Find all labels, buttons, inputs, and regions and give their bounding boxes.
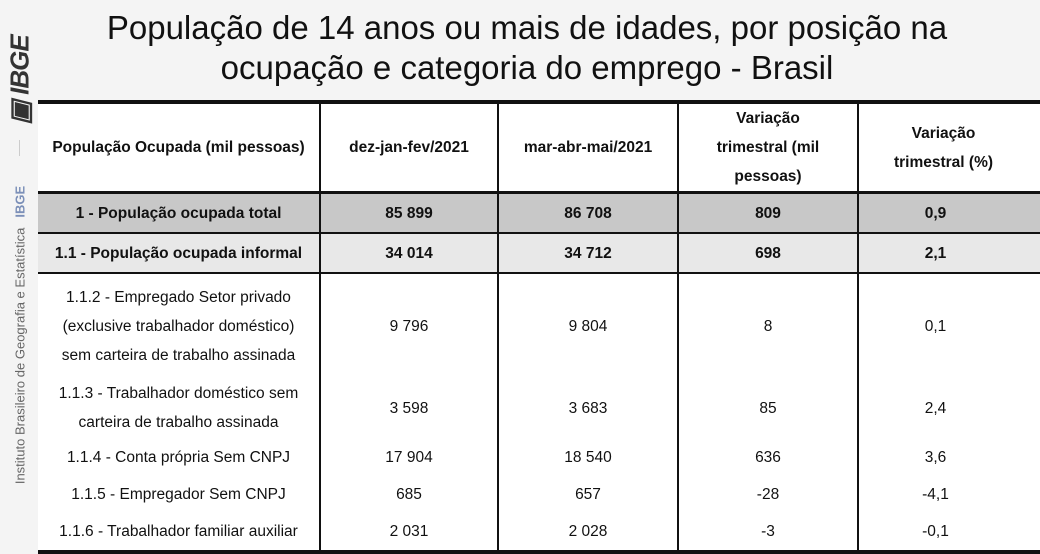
row-label: 1.1.5 - Empregador Sem CNPJ [71, 485, 286, 503]
cell-value: 3 598 [319, 378, 498, 438]
page-title: População de 14 anos ou mais de idades, … [42, 8, 1012, 88]
col-header: Variação trimestral (%) [857, 100, 1040, 194]
cell-value: 34 014 [319, 233, 498, 274]
table-row: 1.1.3 - Trabalhador doméstico sem cartei… [38, 378, 1040, 438]
cell-value: 636 [677, 438, 858, 476]
table-row: 1 - População ocupada total 85 899 86 708 8… [38, 192, 1040, 234]
cell-value: 809 [677, 192, 858, 234]
sidebar-branding: ▣ IBGE Instituto Brasileiro de Geografia… [0, 0, 40, 543]
cell-value: 8 [677, 273, 858, 378]
cell-value: 685 [319, 476, 498, 512]
cell-value: -4,1 [857, 476, 1040, 512]
cell-value: 85 899 [319, 192, 498, 234]
title-line-1: População de 14 anos ou mais de idades, … [106, 9, 948, 46]
cell-value: 3,6 [857, 438, 1040, 476]
table-row: 1.1.5 - Empregador Sem CNPJ 685 657 -28 -4,1 [38, 476, 1040, 512]
cell-value: 9 804 [497, 273, 678, 378]
title-line-2: ocupação e categoria do emprego - Brasil [220, 49, 834, 86]
institute-short: IBGE [12, 185, 28, 218]
col-header: População Ocupada (mil pessoas) [38, 100, 320, 194]
col-header: dez-jan-fev/2021 [319, 100, 498, 194]
cell-value: 0,9 [857, 192, 1040, 234]
cell-value: -0,1 [857, 512, 1040, 554]
cell-value: 2 028 [497, 512, 678, 554]
cell-value: -28 [677, 476, 858, 512]
table-row: 1.1 - População ocupada informal 34 014 34… [38, 233, 1040, 274]
cell-value: 2 031 [319, 512, 498, 554]
cell-value: 9 796 [319, 273, 498, 378]
ibge-logo: ▣ IBGE [4, 35, 35, 125]
cell-value: 698 [677, 233, 858, 274]
row-label: 1 - População ocupada total [38, 192, 320, 234]
row-label: 1.1.4 - Conta própria Sem CNPJ [66, 448, 291, 466]
row-label: 1.1.6 - Trabalhador familiar auxiliar [38, 512, 320, 554]
col-header: mar-abr-mai/2021 [497, 100, 678, 194]
cell-value: 85 [677, 378, 858, 438]
institute-text: Instituto Brasileiro de Geografia e Esta… [12, 227, 28, 485]
cell-value: 17 904 [319, 438, 498, 476]
cell-value: 3 683 [497, 378, 678, 438]
cell-value: 86 708 [497, 192, 678, 234]
cell-value: 2,4 [857, 378, 1040, 438]
table-row: 1.1.6 - Trabalhador familiar auxiliar 2 0… [38, 512, 1040, 554]
cell-value: 0,1 [857, 273, 1040, 378]
col-header: Variação trimestral (mil pessoas) [677, 100, 858, 194]
cell-value: -3 [677, 512, 858, 554]
row-label: 1.1.2 - Empregado Setor privado (exclusi… [61, 288, 296, 364]
data-table: População Ocupada (mil pessoas) dez-jan-… [38, 100, 1040, 554]
row-label: 1.1.3 - Trabalhador doméstico sem cartei… [58, 385, 299, 431]
table-row: 1.1.2 - Empregado Setor privado (exclusi… [38, 273, 1040, 378]
institute-name: Instituto Brasileiro de Geografia e Esta… [13, 186, 28, 484]
table-header: População Ocupada (mil pessoas) dez-jan-… [38, 100, 1040, 194]
row-label: 1.1 - População ocupada informal [38, 233, 320, 274]
cell-value: 34 712 [497, 233, 678, 274]
cell-value: 2,1 [857, 233, 1040, 274]
cell-value: 18 540 [497, 438, 678, 476]
divider [19, 140, 20, 156]
cell-value: 657 [497, 476, 678, 512]
table-row: 1.1.4 - Conta própria Sem CNPJ 17 904 18 5… [38, 438, 1040, 476]
